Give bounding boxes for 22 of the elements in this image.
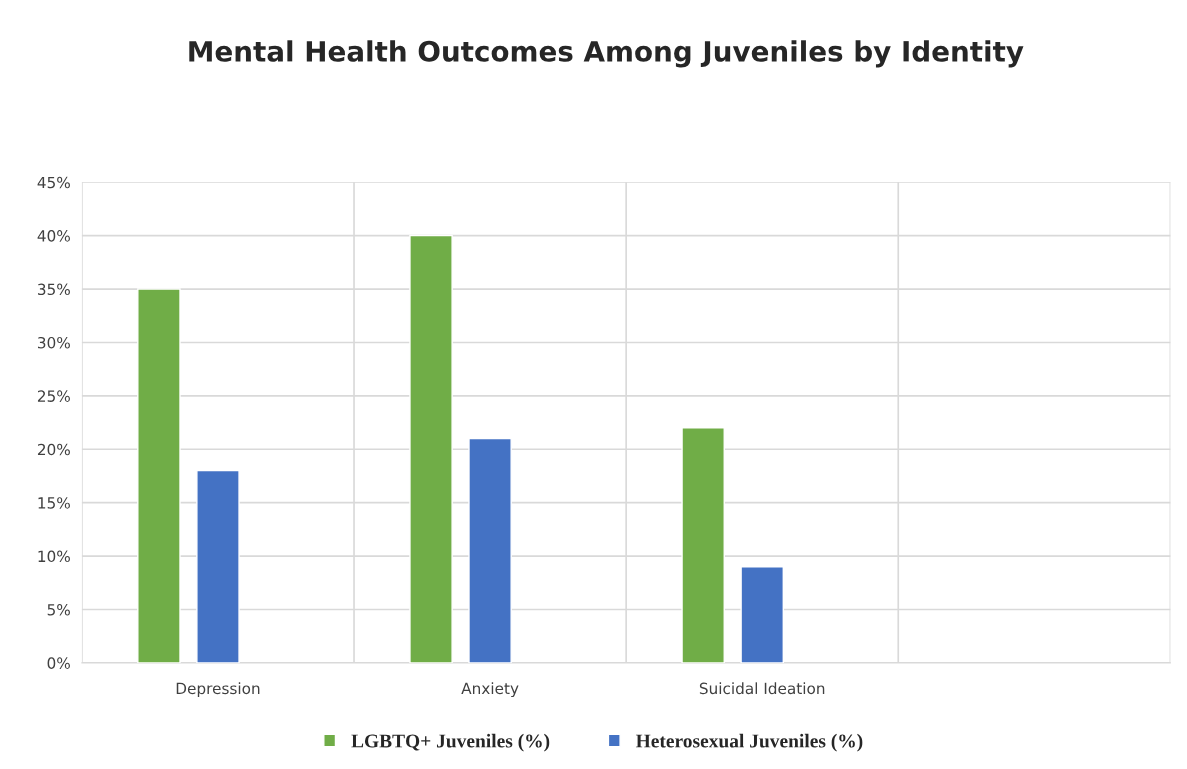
y-tick-label: 15% bbox=[38, 497, 70, 509]
x-tick-label: Anxiety bbox=[461, 682, 519, 698]
y-tick-label: 5% bbox=[47, 603, 70, 616]
bar bbox=[409, 234, 453, 663]
bar bbox=[196, 469, 240, 663]
x-tick-label: Suicidal Ideation bbox=[699, 682, 825, 695]
y-tick-label: 0% bbox=[47, 657, 70, 669]
legend-label: LGBTQ+ Juveniles (%) bbox=[351, 733, 550, 752]
y-tick-label: 25% bbox=[37, 390, 70, 402]
x-tick-label: Depression bbox=[176, 682, 260, 698]
legend-label: Heterosexual Juveniles (%) bbox=[635, 733, 863, 752]
y-tick-label: 20% bbox=[37, 443, 70, 456]
y-tick-label: 35% bbox=[38, 283, 70, 296]
bar bbox=[740, 566, 784, 663]
bar bbox=[137, 288, 181, 663]
y-tick-label: 40% bbox=[37, 230, 70, 242]
y-tick-label: 45% bbox=[37, 176, 70, 189]
y-tick-label: 10% bbox=[38, 550, 70, 563]
bar bbox=[681, 427, 725, 663]
bar bbox=[468, 437, 512, 663]
chart-title: Mental Health Outcomes Among Juveniles by Identity bbox=[189, 40, 1024, 68]
y-tick-label: 30% bbox=[38, 336, 70, 349]
